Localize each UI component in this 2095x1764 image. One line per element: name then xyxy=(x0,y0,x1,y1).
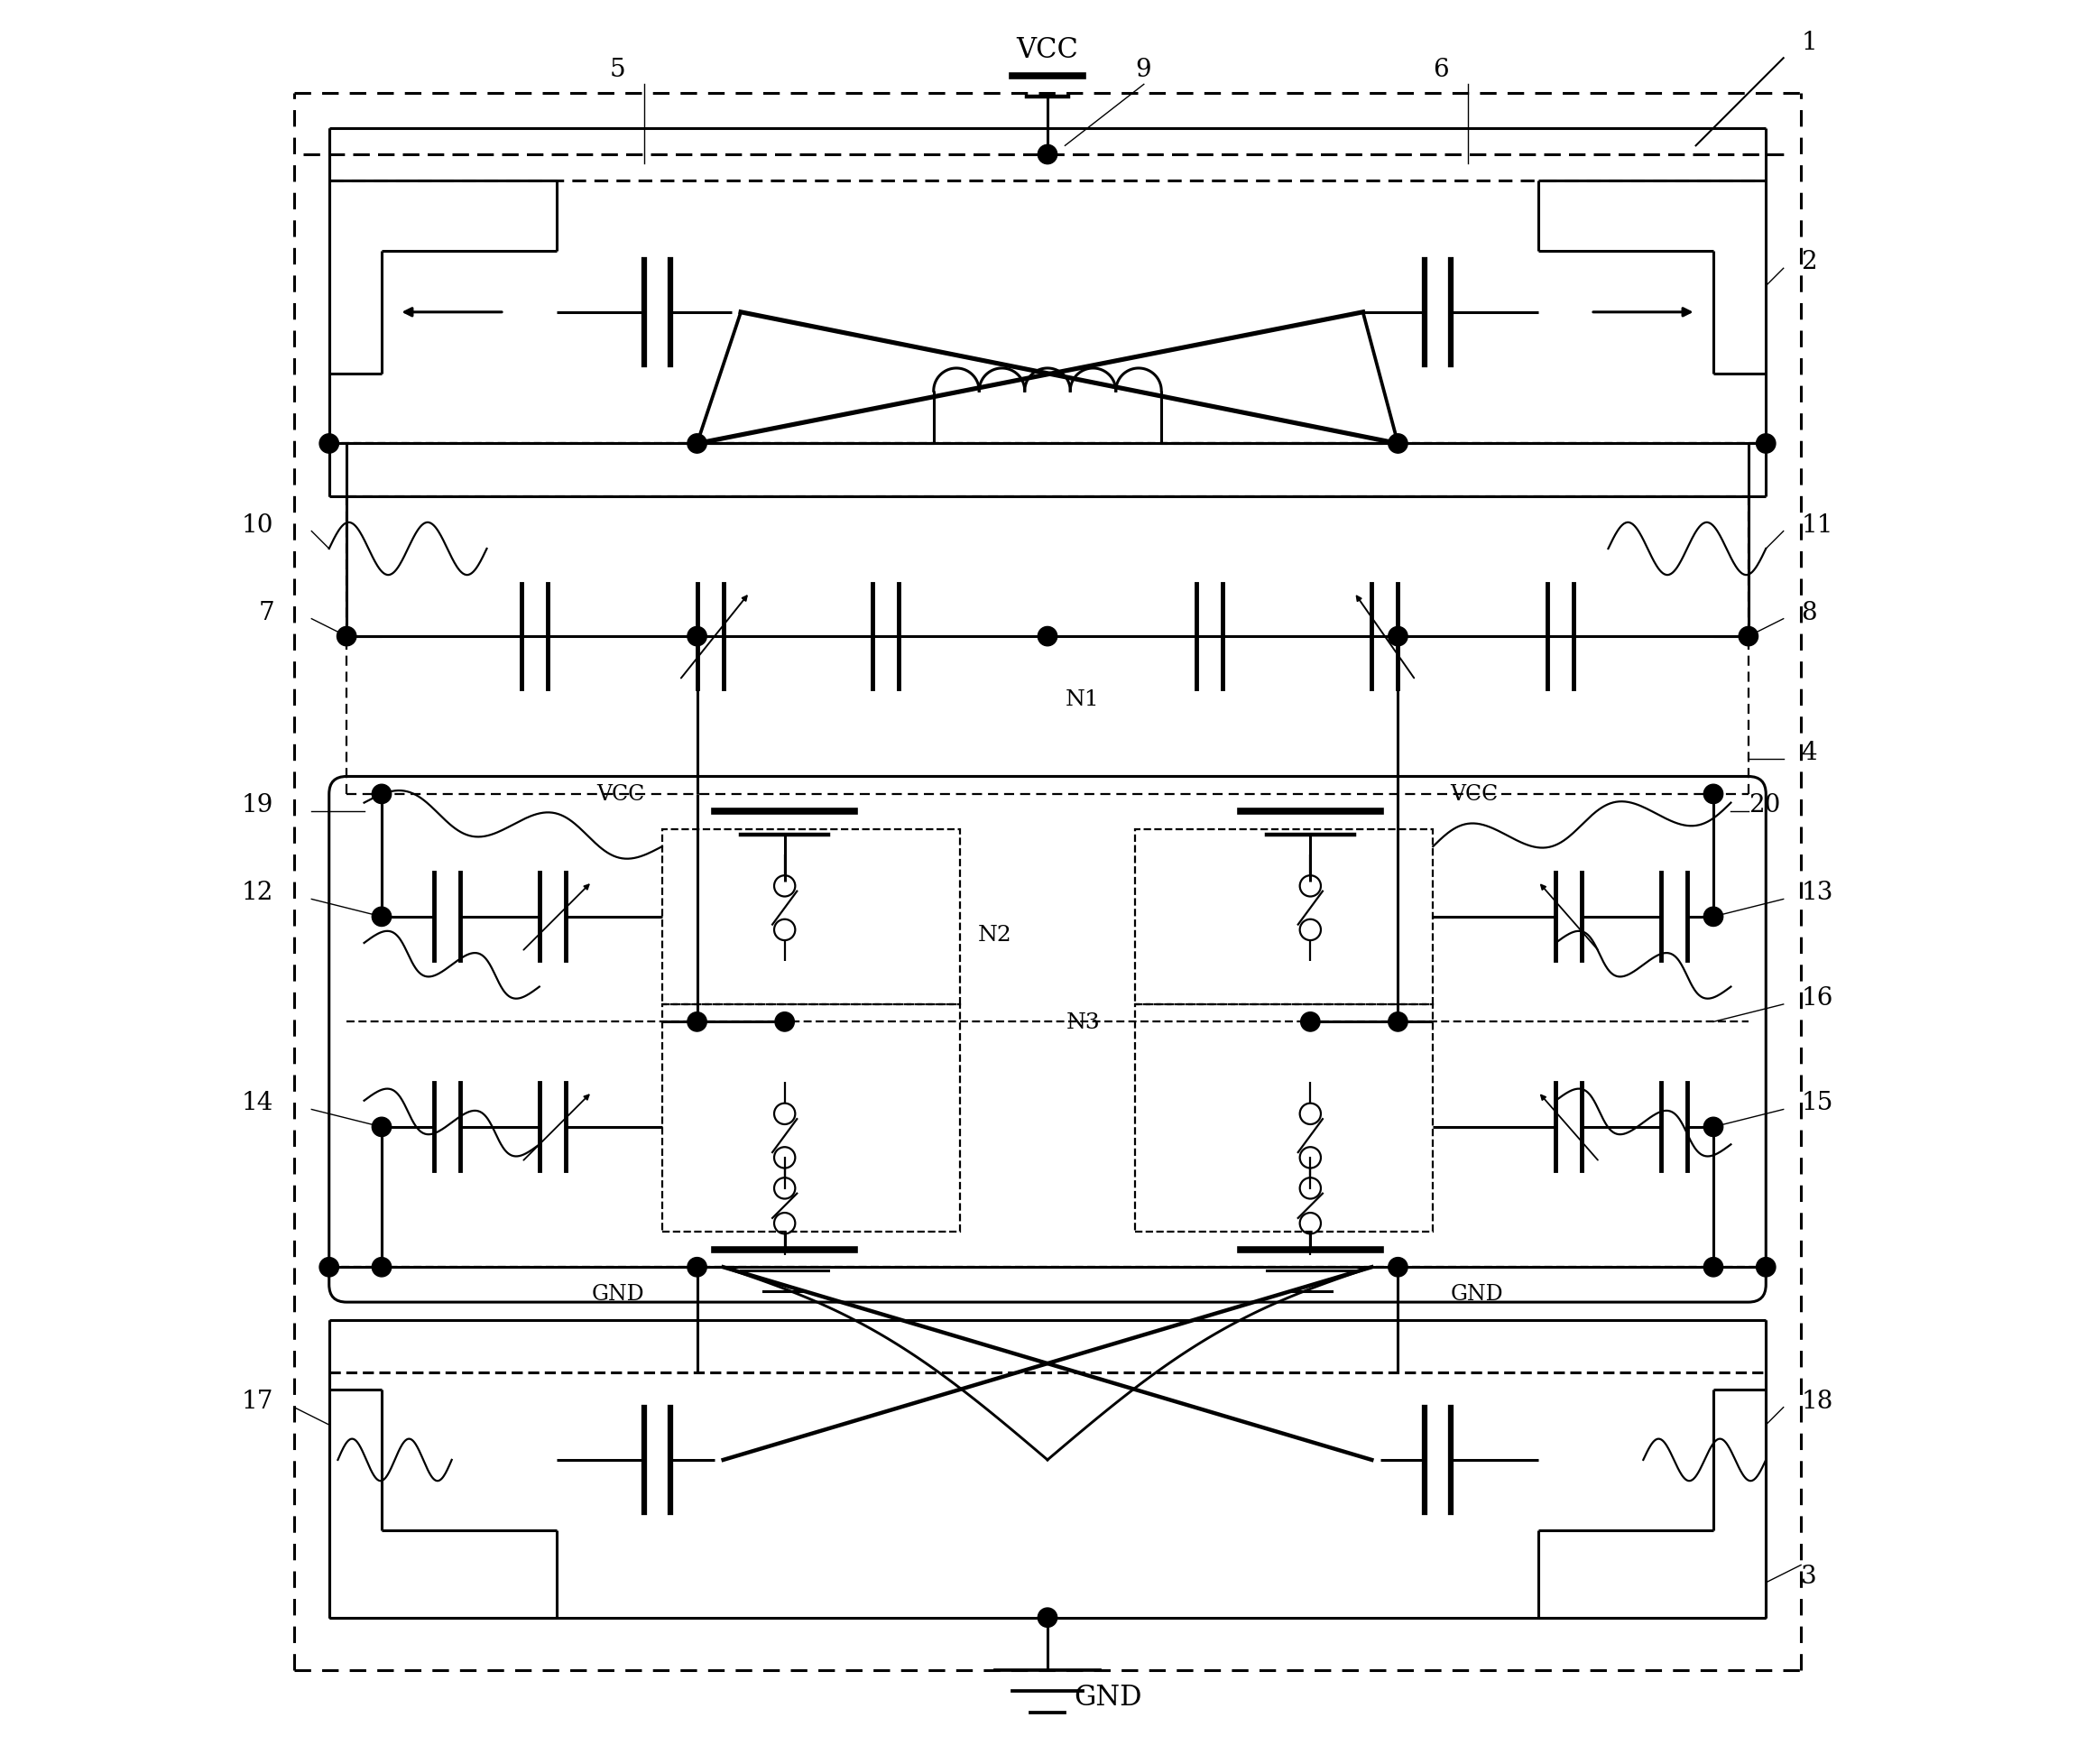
Circle shape xyxy=(373,785,392,804)
Text: N2: N2 xyxy=(978,924,1012,946)
Text: 1: 1 xyxy=(1802,32,1816,55)
Text: 13: 13 xyxy=(1802,880,1833,905)
Circle shape xyxy=(1389,434,1408,453)
Text: 14: 14 xyxy=(241,1090,272,1115)
Circle shape xyxy=(1703,907,1722,926)
Circle shape xyxy=(687,1258,706,1277)
Text: 4: 4 xyxy=(1802,741,1816,766)
Circle shape xyxy=(1703,785,1722,804)
Text: VCC: VCC xyxy=(1450,783,1498,804)
Text: VCC: VCC xyxy=(1016,35,1079,64)
Circle shape xyxy=(1389,1013,1408,1032)
Text: N1: N1 xyxy=(1064,690,1100,711)
Text: 11: 11 xyxy=(1802,513,1833,536)
Circle shape xyxy=(318,434,339,453)
Text: 17: 17 xyxy=(241,1388,274,1413)
Circle shape xyxy=(687,434,706,453)
Circle shape xyxy=(775,1013,794,1032)
Circle shape xyxy=(1756,434,1777,453)
Text: 19: 19 xyxy=(241,794,272,817)
Circle shape xyxy=(1756,1258,1777,1277)
Text: 10: 10 xyxy=(241,513,274,536)
Text: VCC: VCC xyxy=(597,783,645,804)
Circle shape xyxy=(687,1013,706,1032)
Text: 16: 16 xyxy=(1802,986,1833,1011)
Text: 20: 20 xyxy=(1749,794,1781,817)
Circle shape xyxy=(1037,145,1058,164)
Text: N3: N3 xyxy=(1066,1013,1100,1032)
Text: GND: GND xyxy=(1075,1683,1142,1711)
Text: 15: 15 xyxy=(1802,1090,1833,1115)
Text: 6: 6 xyxy=(1433,58,1450,81)
Circle shape xyxy=(1703,1258,1722,1277)
Text: 5: 5 xyxy=(610,58,624,81)
Circle shape xyxy=(1037,628,1058,646)
Text: 8: 8 xyxy=(1802,600,1816,624)
Circle shape xyxy=(373,907,392,926)
Circle shape xyxy=(373,1118,392,1136)
Text: GND: GND xyxy=(1450,1282,1504,1304)
Circle shape xyxy=(1703,1118,1722,1136)
Circle shape xyxy=(1739,628,1758,646)
Circle shape xyxy=(318,1258,339,1277)
Text: 2: 2 xyxy=(1802,250,1816,275)
Circle shape xyxy=(1301,1013,1320,1032)
Text: 9: 9 xyxy=(1135,58,1150,81)
Circle shape xyxy=(1037,1609,1058,1626)
Text: 7: 7 xyxy=(260,600,274,624)
Text: 3: 3 xyxy=(1802,1563,1816,1588)
Circle shape xyxy=(1389,628,1408,646)
Text: 18: 18 xyxy=(1802,1388,1833,1413)
Circle shape xyxy=(373,1258,392,1277)
Circle shape xyxy=(687,628,706,646)
Circle shape xyxy=(1389,1258,1408,1277)
Text: 12: 12 xyxy=(241,880,272,905)
Text: GND: GND xyxy=(591,1282,645,1304)
Circle shape xyxy=(337,628,356,646)
